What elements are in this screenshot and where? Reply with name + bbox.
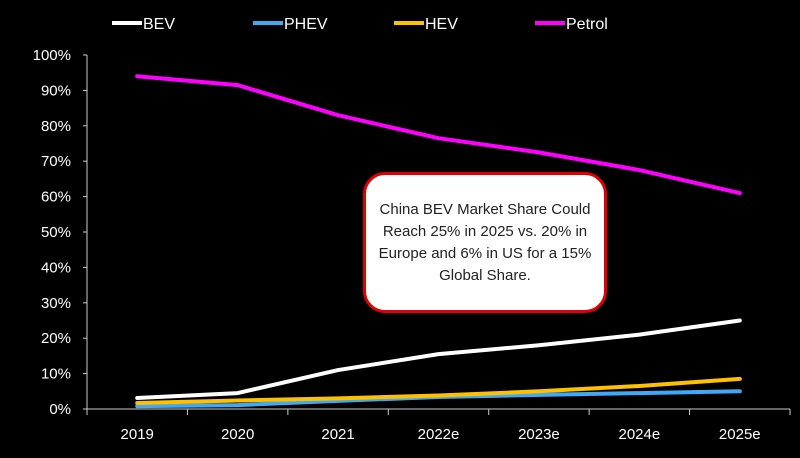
series-line-hev <box>135 376 742 405</box>
y-tick-label: 10% <box>41 366 71 383</box>
y-tick-label: 50% <box>41 224 71 241</box>
legend-label-bev: BEV <box>143 16 175 33</box>
y-tick-label: 70% <box>41 153 71 170</box>
y-tick-label: 40% <box>41 259 71 276</box>
y-tick-label: 0% <box>49 401 71 418</box>
legend-label-phev: PHEV <box>284 16 328 33</box>
x-tick-label: 2019 <box>121 426 154 443</box>
y-tick-label: 100% <box>33 47 71 64</box>
series-line-bev <box>135 318 742 401</box>
x-tick-label: 2021 <box>321 426 354 443</box>
y-tick-label: 80% <box>41 118 71 135</box>
y-tick-label: 60% <box>41 189 71 206</box>
x-tick-label: 2023e <box>518 426 560 443</box>
x-tick-label: 2024e <box>618 426 660 443</box>
legend-label-petrol: Petrol <box>566 16 608 33</box>
y-tick-label: 20% <box>41 330 71 347</box>
x-tick-label: 2020 <box>221 426 254 443</box>
y-tick-label: 90% <box>41 82 71 99</box>
series-line-petrol <box>135 74 742 196</box>
annotation-callout: China BEV Market Share Could Reach 25% i… <box>363 172 607 313</box>
legend-label-hev: HEV <box>425 16 458 33</box>
annotation-text: China BEV Market Share Could Reach 25% i… <box>378 200 592 284</box>
x-tick-label: 2025e <box>719 426 761 443</box>
y-tick-label: 30% <box>41 295 71 312</box>
x-tick-label: 2022e <box>418 426 460 443</box>
